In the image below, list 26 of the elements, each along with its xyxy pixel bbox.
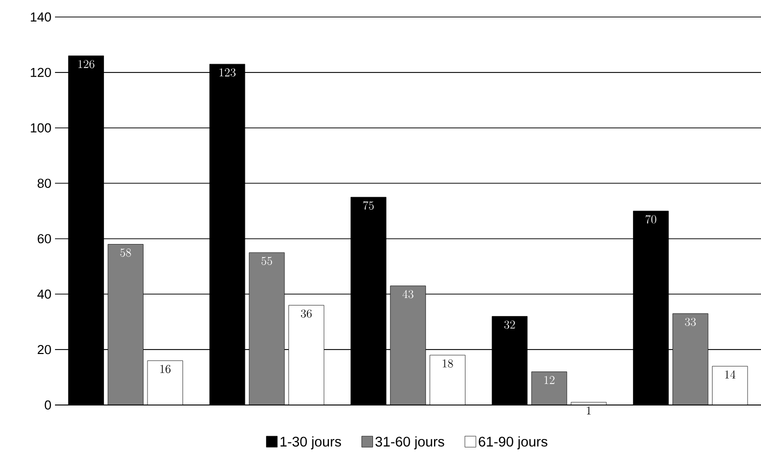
data-label: 16 (160, 364, 170, 374)
data-label: 58 (120, 248, 131, 257)
y-tick-label: 20 (38, 344, 51, 354)
data-label: 55 (262, 256, 272, 266)
data-label: 33 (685, 318, 696, 326)
legend-label: 61-90 jours (478, 436, 548, 450)
data-label: 43 (402, 290, 414, 298)
y-tick-label: 140 (30, 12, 51, 22)
data-label: 32 (504, 320, 515, 329)
data-label: 14 (725, 370, 736, 378)
data-label: 36 (300, 310, 312, 318)
y-tick-label: 60 (38, 234, 51, 244)
data-label: 126 (78, 60, 94, 68)
legend-label: 1-30 jours (280, 436, 342, 450)
data-label: 18 (442, 359, 453, 368)
data-label: 1 (586, 406, 591, 414)
data-label: 12 (544, 376, 554, 384)
y-tick-label: 80 (38, 178, 51, 188)
y-tick-label: 40 (37, 290, 51, 299)
data-label: 75 (363, 201, 374, 210)
data-label: 123 (220, 68, 236, 77)
y-tick-label: 0 (44, 400, 51, 410)
data-label: 70 (646, 215, 656, 224)
y-tick-label: 120 (30, 68, 51, 78)
y-tick-label: 100 (30, 123, 51, 132)
legend-label: 31-60 jours (375, 436, 444, 450)
